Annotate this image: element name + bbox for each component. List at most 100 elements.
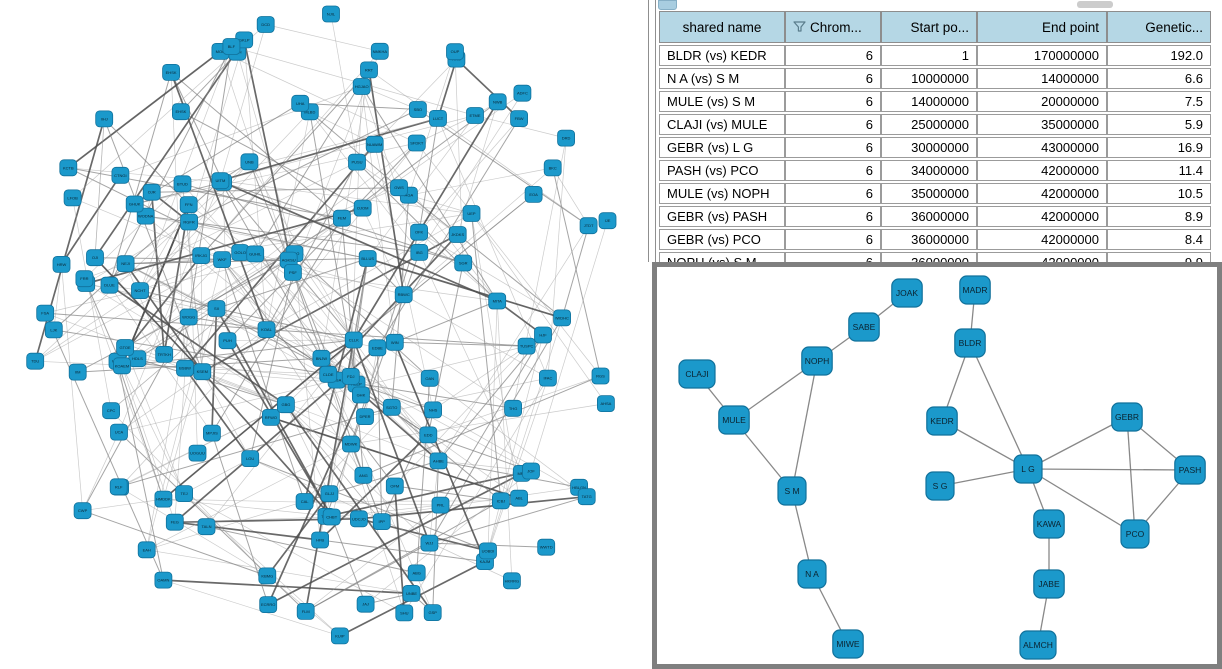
network-edge[interactable] <box>326 258 369 517</box>
network-edge[interactable] <box>183 458 251 494</box>
network-edge[interactable] <box>94 257 203 373</box>
network-node[interactable]: GTOE <box>116 339 134 356</box>
network-edge[interactable] <box>408 167 553 196</box>
network-edge[interactable] <box>134 102 301 205</box>
network-edge[interactable] <box>254 253 439 462</box>
edge-LG-GEBR[interactable] <box>1027 416 1128 470</box>
network-edge[interactable] <box>394 345 527 487</box>
node-SM[interactable]: S M <box>777 476 807 506</box>
network-edge[interactable] <box>367 115 476 259</box>
network-edge[interactable] <box>455 58 520 120</box>
network-node[interactable]: RBWC <box>394 286 413 304</box>
table-row[interactable]: MULE (vs) S M 6 14000000 20000000 7.5 <box>659 91 1211 112</box>
network-node[interactable]: ANG <box>354 466 373 484</box>
network-edge[interactable] <box>376 118 520 349</box>
node-CLAJI[interactable]: CLAJI <box>678 359 716 389</box>
network-node[interactable]: NUAWM <box>365 135 384 153</box>
network-node[interactable]: UNB <box>240 153 259 171</box>
network-edge[interactable] <box>350 403 606 445</box>
network-edge[interactable] <box>330 13 358 163</box>
network-node[interactable]: JKDKS <box>448 226 467 243</box>
network-edge[interactable] <box>170 72 343 219</box>
network-node[interactable]: OJI <box>86 249 104 267</box>
table-cell[interactable]: 42000000 <box>977 183 1107 204</box>
network-edge[interactable] <box>83 278 123 366</box>
network-edge[interactable] <box>124 207 363 348</box>
network-node[interactable]: KBMG <box>258 567 277 585</box>
edge-LG-PCO[interactable] <box>1027 468 1136 535</box>
network-edge[interactable] <box>188 316 267 331</box>
network-edge[interactable] <box>418 252 523 474</box>
network-edge[interactable] <box>266 213 472 330</box>
network-edge[interactable] <box>227 339 354 342</box>
network-node[interactable]: IRKJG <box>192 247 211 265</box>
network-node[interactable]: IBG <box>410 243 429 261</box>
column-header-end-point[interactable]: End point <box>977 11 1107 43</box>
table-cell[interactable]: CLAJI (vs) MULE <box>659 114 785 135</box>
network-node[interactable]: HFB <box>311 531 330 549</box>
network-edge[interactable] <box>163 579 412 595</box>
network-edge[interactable] <box>170 72 224 183</box>
network-node[interactable]: HRW <box>52 255 71 273</box>
table-cell[interactable]: 6.6 <box>1107 68 1211 89</box>
network-edge[interactable] <box>180 111 363 209</box>
network-edge[interactable] <box>331 516 367 605</box>
network-node[interactable]: CHBT <box>322 508 341 526</box>
network-node[interactable]: KSEM <box>193 363 212 381</box>
network-node[interactable]: GWS <box>390 179 408 197</box>
network-edge[interactable] <box>226 340 333 518</box>
table-cell[interactable]: 7.5 <box>1107 91 1211 112</box>
table-cell[interactable]: 35000000 <box>881 183 977 204</box>
network-node[interactable]: BLF <box>222 38 241 55</box>
node-SG[interactable]: S G <box>925 471 955 501</box>
node-NOPH[interactable]: NOPH <box>801 346 833 376</box>
network-node[interactable]: PUSU <box>348 153 366 171</box>
network-node[interactable]: AHBE <box>429 452 448 470</box>
network-edge[interactable] <box>292 272 439 462</box>
network-edge[interactable] <box>200 255 203 372</box>
network-node[interactable]: EOA <box>524 185 543 203</box>
network-node[interactable]: MITA <box>488 292 507 310</box>
network-node[interactable]: JTDT <box>579 217 598 235</box>
network-node[interactable]: NMKHA <box>370 42 389 60</box>
network-node[interactable]: TATG <box>577 488 596 506</box>
network-edge[interactable] <box>432 409 587 498</box>
network-edge[interactable] <box>321 358 405 614</box>
network-node[interactable]: WKF <box>213 251 232 269</box>
network-edge[interactable] <box>361 86 396 343</box>
network-node[interactable]: OFM <box>385 477 404 495</box>
network-node[interactable]: PRL <box>431 496 450 514</box>
network-node[interactable]: GOLO <box>231 244 250 261</box>
network-node[interactable]: DLUE <box>100 276 119 294</box>
network-node[interactable]: MDWK <box>342 435 360 453</box>
network-node[interactable]: JAJ <box>356 595 375 613</box>
table-cell[interactable]: 42000000 <box>977 206 1107 227</box>
network-node[interactable]: RRT <box>360 61 378 79</box>
network-edge[interactable] <box>361 86 498 302</box>
network-edge[interactable] <box>353 167 553 341</box>
network-node[interactable]: KOAEM <box>113 357 131 375</box>
network-node[interactable]: FLM <box>296 603 315 620</box>
network-node[interactable]: TEJ <box>175 485 194 503</box>
network-node[interactable]: OAMN <box>154 571 173 589</box>
network-edge[interactable] <box>119 329 267 488</box>
network-node[interactable]: TALN <box>197 518 216 536</box>
network-edge[interactable] <box>188 221 368 259</box>
network-edge[interactable] <box>44 312 164 581</box>
node-ALMCH[interactable]: ALMCH <box>1019 630 1057 660</box>
node-JOAK[interactable]: JOAK <box>891 278 923 308</box>
network-edge[interactable] <box>249 272 294 459</box>
network-node[interactable]: TRTKH <box>155 345 174 363</box>
network-edge[interactable] <box>216 258 368 309</box>
network-node[interactable]: NCHT <box>131 282 149 300</box>
table-row[interactable]: BLDR (vs) KEDR 6 1 170000000 192.0 <box>659 45 1211 66</box>
network-edge[interactable] <box>163 579 341 637</box>
network-edge[interactable] <box>416 115 476 144</box>
network-edge[interactable] <box>336 379 514 409</box>
network-node[interactable]: GHUK <box>125 195 144 213</box>
table-cell[interactable]: GEBR (vs) L G <box>659 137 785 158</box>
table-cell[interactable]: 25000000 <box>881 114 977 135</box>
network-edge[interactable] <box>266 161 358 330</box>
node-LG[interactable]: L G <box>1013 454 1043 484</box>
